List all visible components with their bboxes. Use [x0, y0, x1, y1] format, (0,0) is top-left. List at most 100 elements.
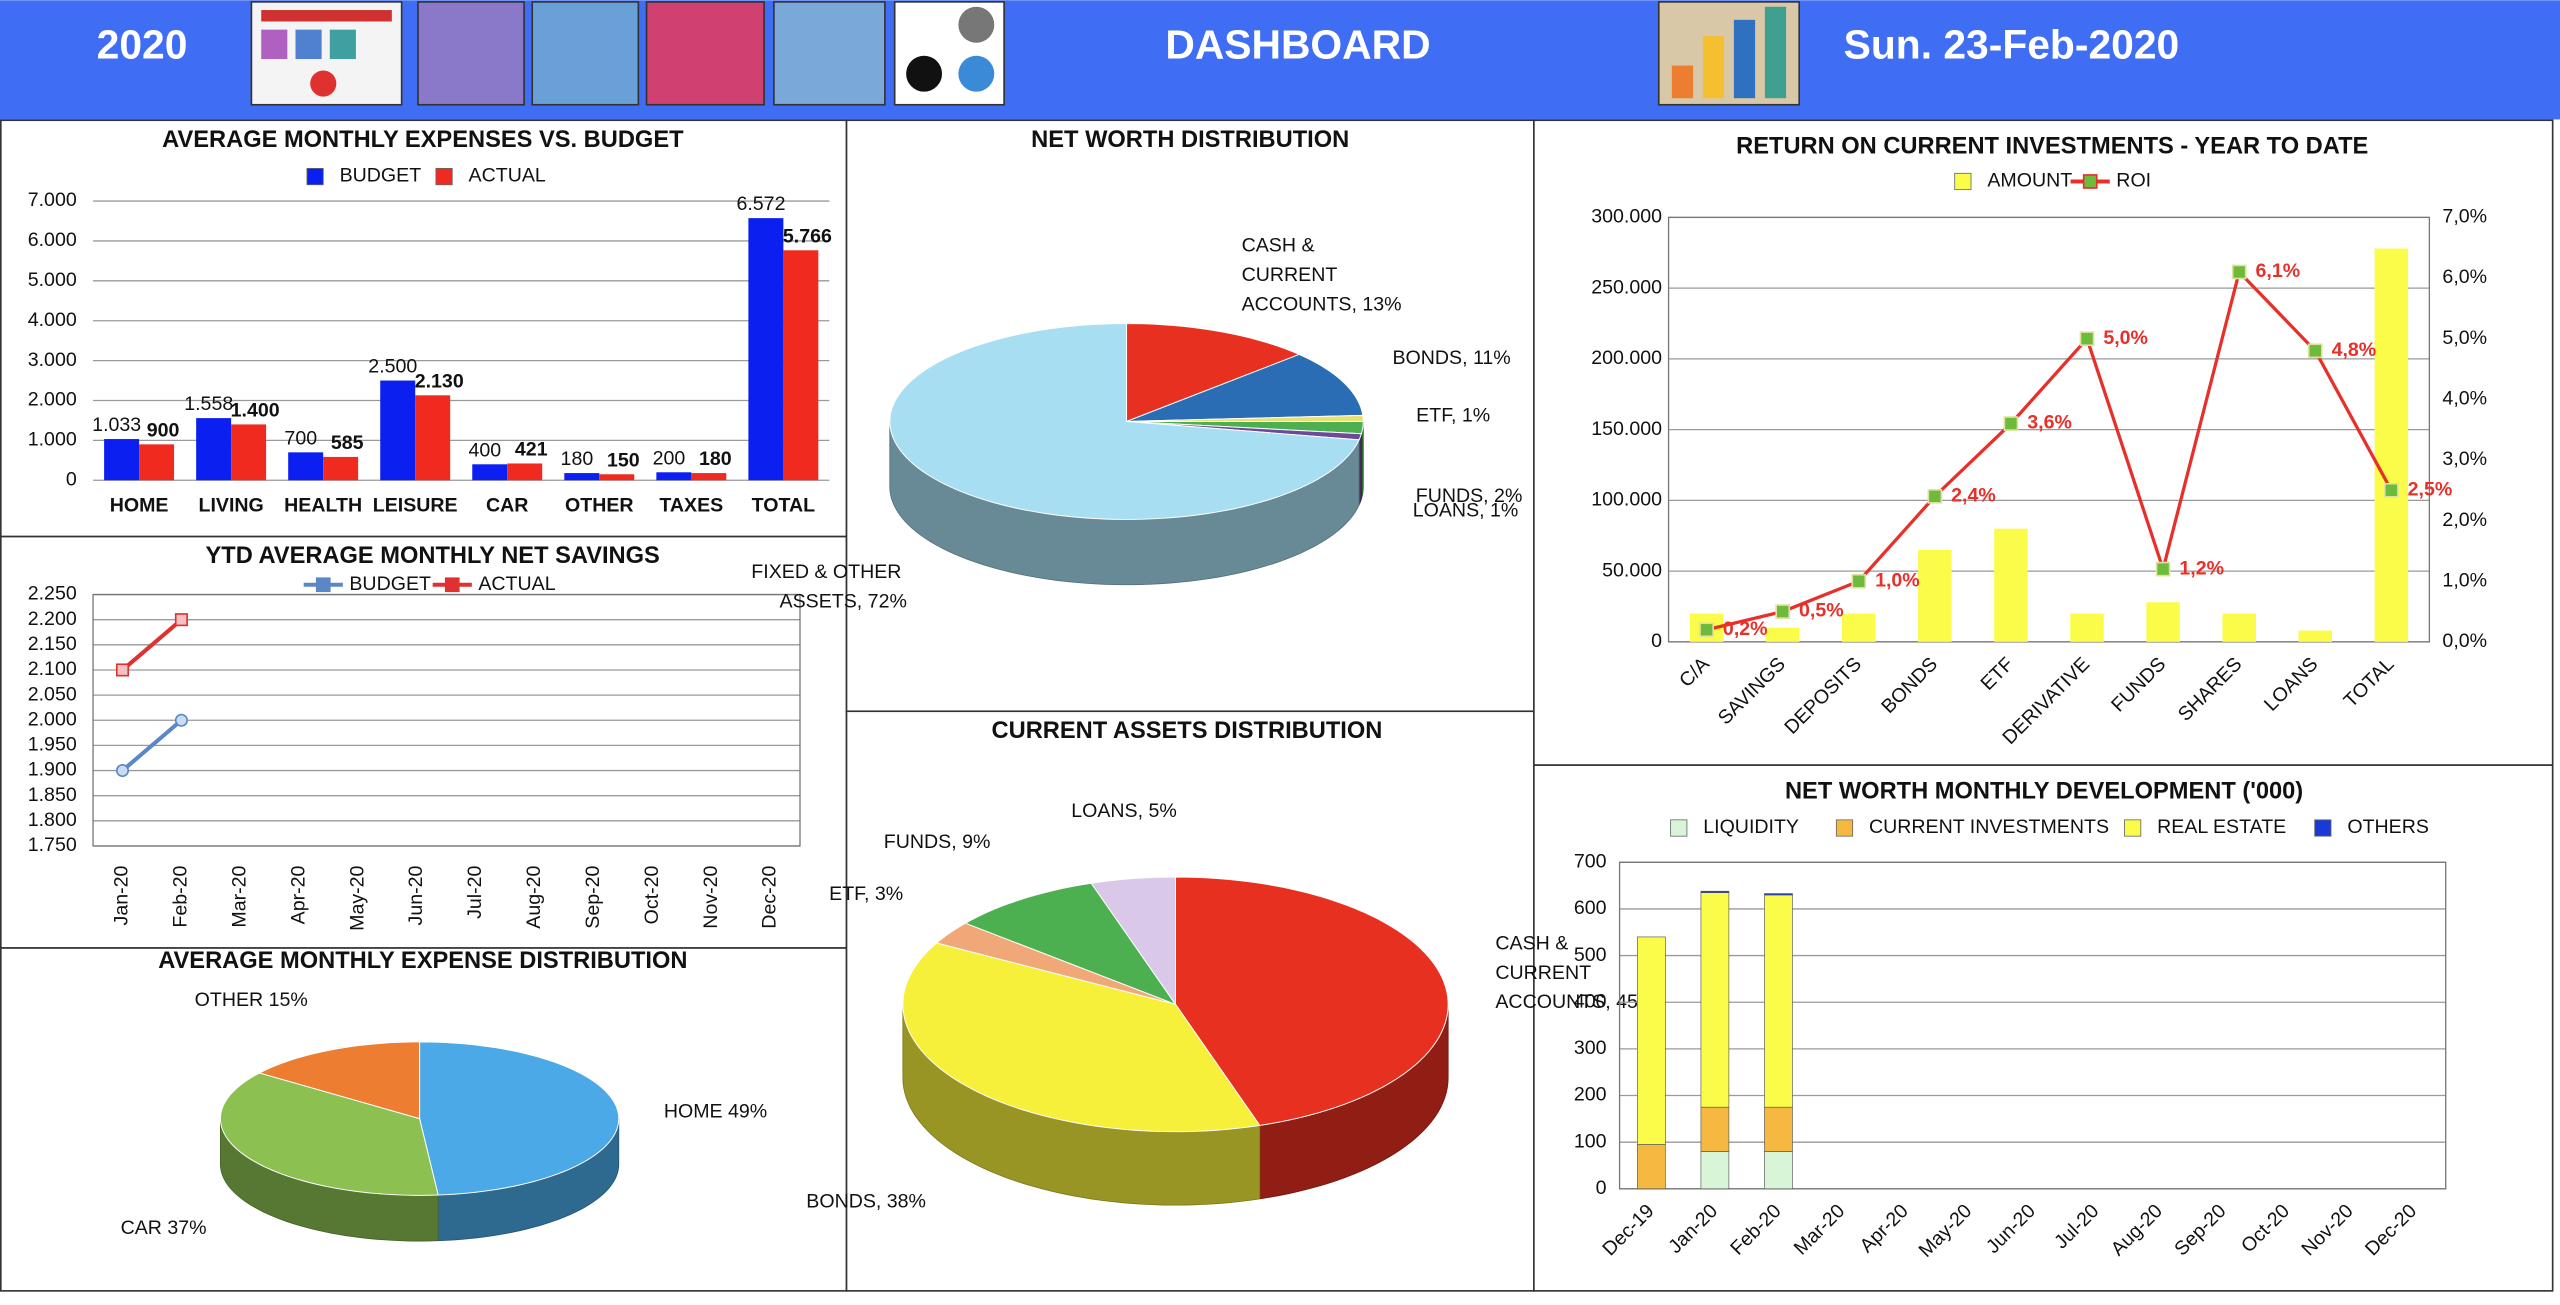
y-tick-label: 2.000 — [28, 389, 77, 411]
point — [2383, 482, 2399, 498]
y-tick-label: 200.000 — [1591, 347, 1662, 369]
slice-label: FIXED & OTHER ASSETS, 72% — [751, 561, 907, 612]
point — [2307, 343, 2323, 359]
bar — [139, 444, 175, 481]
x-tick-label: HOME — [110, 495, 169, 517]
legend-swatch — [2314, 819, 2332, 837]
data-label: 180 — [699, 448, 732, 470]
x-tick-label: LIVING — [198, 495, 263, 517]
pie-slice — [419, 1041, 620, 1196]
x-tick-label: CAR — [486, 495, 528, 517]
icon-money[interactable] — [417, 1, 525, 106]
bar — [288, 452, 324, 481]
data-label: 5.766 — [783, 225, 832, 247]
bar — [1842, 613, 1876, 642]
bar — [2298, 630, 2333, 642]
x-tick-label: TOTAL — [752, 495, 815, 517]
bar-segment — [1700, 1151, 1730, 1190]
chart-title: CURRENT ASSETS DISTRIBUTION — [992, 718, 1383, 744]
legend-label: LIQUIDITY — [1703, 816, 1799, 838]
y-tick-label: 0 — [66, 468, 77, 490]
pie-slice — [219, 1072, 439, 1196]
data-label: 1,2% — [2179, 557, 2224, 579]
bar — [691, 473, 727, 481]
y-tick-label: 1.000 — [28, 429, 77, 451]
slice-label: BONDS, 38% — [806, 1190, 926, 1212]
x-tick-label: Jan-20 — [111, 865, 133, 925]
pie-slice — [935, 922, 1176, 1005]
bar-segment — [1764, 894, 1793, 1108]
data-label: 700 — [284, 427, 317, 449]
legend-swatch — [306, 168, 324, 186]
icon-banks[interactable] — [531, 1, 640, 106]
icon-part — [310, 70, 337, 97]
bar — [1994, 528, 2028, 642]
data-label: 0,5% — [1799, 600, 1844, 622]
bar — [472, 464, 508, 481]
pie-slice — [964, 882, 1177, 1006]
legend-label: ACTUAL — [469, 165, 546, 187]
data-label: 900 — [147, 419, 180, 441]
data-label: 6,1% — [2256, 260, 2301, 282]
data-label: 1.558 — [184, 393, 233, 415]
bar — [196, 418, 232, 481]
y-tick-label: 2.000 — [28, 708, 77, 730]
y-tick-label: 1.750 — [28, 834, 77, 856]
point — [174, 713, 188, 727]
legend-label: REAL ESTATE — [2157, 816, 2286, 838]
plot-frame — [92, 593, 801, 847]
bar — [2070, 613, 2104, 642]
slice-label: LOANS, 5% — [1071, 800, 1177, 822]
data-label: 4,8% — [2332, 339, 2377, 361]
legend-swatch — [2124, 819, 2142, 837]
x-tick-label: LEISURE — [373, 495, 458, 517]
y-tick-label: 2,0% — [2442, 509, 2487, 531]
icon-part — [261, 29, 288, 60]
y-tick-label: 1.900 — [28, 759, 77, 781]
y-tick-label: 700 — [1574, 850, 1607, 872]
chart-title: AVERAGE MONTHLY EXPENSES VS. BUDGET — [162, 127, 684, 153]
y-tick-label: 2.100 — [28, 658, 77, 680]
date: Sun. 23-Feb-2020 — [1844, 21, 2180, 67]
slice-label: CAR 37% — [121, 1217, 207, 1239]
icon-part — [906, 55, 943, 92]
point — [1927, 489, 1943, 504]
legend-label: OTHERS — [2347, 816, 2429, 838]
pie-slice — [1126, 353, 1364, 422]
bar — [599, 474, 635, 481]
slice-label: LOANS, 1% — [1413, 500, 1519, 522]
slice-label: BONDS, 11% — [1392, 347, 1510, 369]
data-label: 2,5% — [2408, 478, 2453, 500]
bar-segment — [1637, 1144, 1666, 1190]
data-label: 2.130 — [415, 370, 464, 392]
bar-segment — [1700, 1106, 1730, 1152]
legend-marker — [2082, 174, 2098, 189]
icon-stress[interactable] — [645, 1, 765, 106]
data-label: 400 — [469, 439, 502, 461]
x-tick-label: Apr-20 — [287, 865, 309, 924]
legend-label: ROI — [2116, 170, 2151, 192]
bar-segment — [1764, 893, 1793, 896]
y-tick-label: 0 — [1596, 1177, 1607, 1199]
y-tick-label: 2.050 — [28, 683, 77, 705]
plot-frame — [1667, 216, 2431, 643]
data-label: 1,0% — [1875, 569, 1920, 591]
bar — [564, 473, 600, 481]
y-tick-label: 0 — [1651, 630, 1662, 652]
pie-slice — [902, 942, 1261, 1133]
series-line — [121, 718, 183, 773]
icon-docs[interactable] — [773, 1, 886, 106]
pie-slice — [1090, 876, 1176, 1006]
year: 2020 — [97, 21, 188, 67]
data-label: 5,0% — [2103, 327, 2148, 349]
data-label: 1.400 — [231, 400, 280, 422]
legend-label: BUDGET — [340, 165, 422, 187]
data-label: 6.572 — [736, 193, 785, 215]
y-tick-label: 4.000 — [28, 309, 77, 331]
legend-label: AMOUNT — [1987, 170, 2072, 192]
y-tick-label: 500 — [1574, 944, 1607, 966]
bar-segment — [1700, 892, 1730, 1108]
nav-icons[interactable] — [250, 1, 1800, 106]
data-label: 2.500 — [368, 356, 417, 378]
